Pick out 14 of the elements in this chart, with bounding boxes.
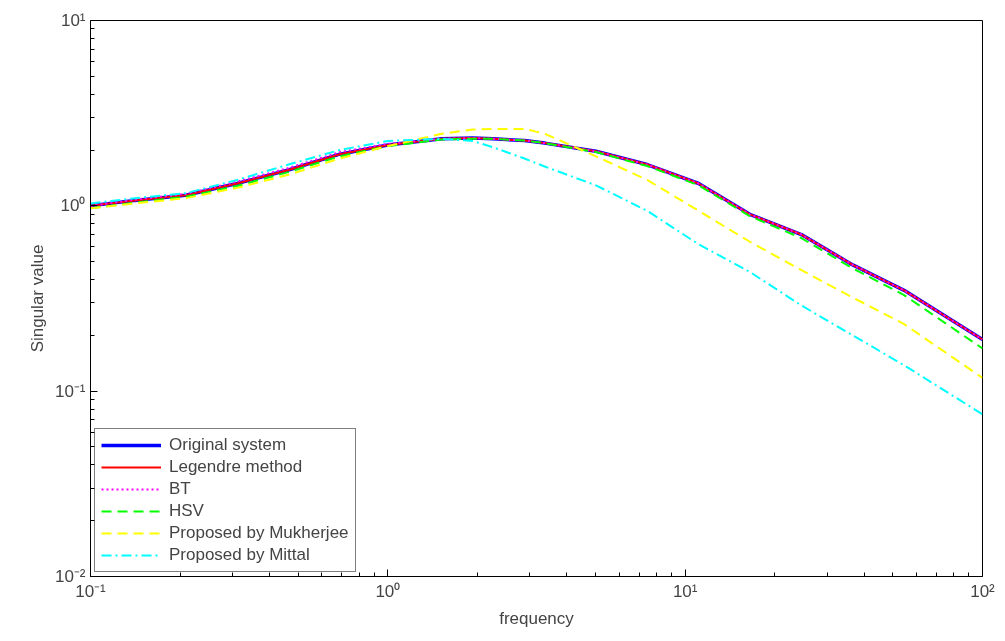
x-tick-label: 10⁰ xyxy=(375,581,401,601)
y-tick-label: 10⁻¹ xyxy=(54,381,86,401)
y-tick-label: 10⁰ xyxy=(60,196,86,216)
x-tick-label: 10² xyxy=(970,581,996,601)
x-tick-label: 10¹ xyxy=(672,581,698,601)
legend-label: BT xyxy=(169,479,191,499)
y-tick-label: 10¹ xyxy=(60,11,86,30)
x-axis-title: frequency xyxy=(499,608,575,628)
legend-label: Legendre method xyxy=(169,457,303,477)
legend-label: HSV xyxy=(169,501,204,521)
y-axis-title: Singular value xyxy=(27,244,47,353)
legend-label: Proposed by Mukherjee xyxy=(169,523,349,543)
legend-label: Original system xyxy=(169,435,287,455)
legend-label: Proposed by Mittal xyxy=(169,545,310,565)
